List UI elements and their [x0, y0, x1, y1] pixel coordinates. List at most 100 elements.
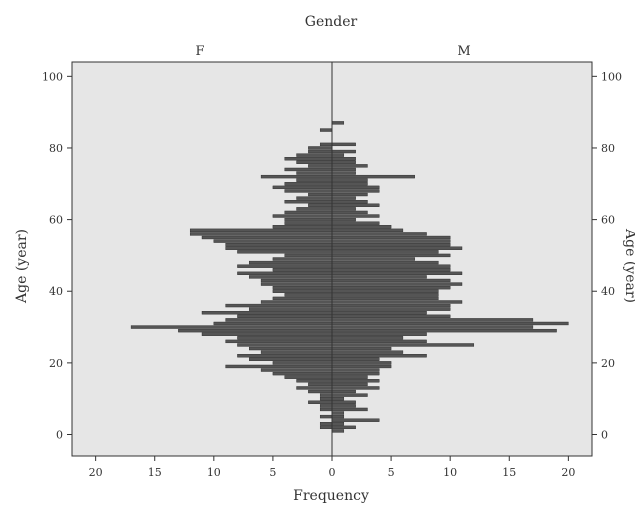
y-tick-label-left: 100	[42, 70, 63, 83]
bar-m-age-73	[331, 171, 356, 175]
bar-f-age-85	[319, 128, 333, 132]
bar-f-age-55	[201, 235, 333, 240]
y-tick-label-right: 0	[601, 429, 608, 442]
bar-m-age-78	[331, 153, 345, 157]
bar-m-age-87	[331, 121, 345, 125]
bar-m-age-63	[331, 207, 356, 211]
bar-m-age-61	[331, 214, 380, 218]
x-tick-label: 20	[561, 466, 575, 479]
panel-label-m: M	[457, 44, 470, 59]
y-tick-label-left: 40	[49, 285, 63, 298]
y-tick-label-left: 80	[49, 142, 63, 155]
bars-layer	[130, 121, 569, 433]
bar-f-age-13	[296, 386, 333, 390]
bar-f-age-49	[272, 257, 333, 261]
bar-m-age-72	[331, 174, 415, 179]
bar-f-age-60	[284, 217, 333, 222]
bar-f-age-80	[308, 146, 333, 150]
bar-m-age-11	[331, 393, 368, 397]
bar-m-age-22	[331, 354, 427, 358]
bar-m-age-4	[331, 418, 380, 422]
bar-f-age-35	[249, 307, 333, 311]
bar-f-age-47	[237, 264, 333, 268]
bar-m-age-28	[331, 332, 427, 336]
bar-m-age-67	[331, 192, 368, 197]
bar-f-age-44	[249, 275, 333, 279]
bar-f-age-51	[237, 250, 333, 254]
bar-f-age-25	[237, 343, 333, 347]
panel-label-f: F	[195, 44, 204, 59]
bar-f-age-41	[272, 285, 333, 290]
bar-f-age-23	[260, 350, 333, 354]
bar-f-age-59	[284, 221, 333, 225]
bar-f-age-31	[213, 321, 333, 326]
bar-f-age-46	[272, 268, 333, 272]
bar-f-age-39	[284, 293, 333, 297]
bar-f-age-64	[308, 203, 333, 207]
bar-f-age-43	[260, 278, 333, 283]
bar-f-age-18	[260, 368, 333, 372]
bar-f-age-15	[296, 379, 333, 383]
bar-m-age-47	[331, 264, 451, 268]
bar-m-age-19	[331, 364, 392, 369]
bar-f-age-58	[272, 225, 333, 229]
y-tick-label-right: 20	[601, 357, 615, 370]
bar-m-age-7	[331, 407, 368, 412]
bar-f-age-53	[225, 243, 333, 247]
x-tick-label: 15	[148, 466, 162, 479]
bar-f-age-62	[284, 210, 333, 215]
bar-f-age-30	[130, 325, 333, 329]
y-axis-title: Age (year)	[14, 229, 30, 304]
bar-f-age-61	[272, 214, 333, 218]
bar-f-age-14	[308, 382, 333, 387]
x-tick-label: 5	[388, 466, 395, 479]
bar-m-age-75	[331, 164, 368, 168]
bar-f-age-74	[284, 167, 333, 172]
bar-m-age-69	[331, 185, 380, 190]
bar-m-age-71	[331, 178, 368, 182]
bar-m-age-10	[331, 397, 345, 401]
bar-m-age-45	[331, 271, 463, 275]
bar-f-age-12	[308, 389, 333, 394]
y-tick-label-right: 60	[601, 214, 615, 227]
bar-f-age-2	[319, 425, 333, 430]
bar-f-age-75	[308, 164, 333, 168]
y-axis-title-right: Age (year)	[622, 228, 635, 303]
bar-f-age-52	[225, 246, 333, 250]
y-tick-label-left: 20	[49, 357, 63, 370]
y-tick-label-right: 40	[601, 285, 615, 298]
bar-f-age-21	[249, 357, 333, 361]
x-tick-label: 10	[207, 466, 221, 479]
y-tick-label-right: 100	[601, 70, 622, 83]
bar-f-age-69	[272, 185, 333, 190]
bar-f-age-81	[319, 142, 333, 147]
bar-f-age-70	[284, 182, 333, 186]
bar-m-age-43	[331, 278, 451, 283]
bar-f-age-79	[308, 149, 333, 154]
x-tick-label: 0	[329, 466, 336, 479]
bar-f-age-26	[225, 339, 333, 344]
bar-f-age-19	[225, 364, 333, 369]
bar-m-age-18	[331, 368, 380, 372]
bar-m-age-36	[331, 303, 451, 308]
bar-m-age-32	[331, 318, 534, 322]
y-tick-label-left: 0	[56, 429, 63, 442]
bar-f-age-7	[319, 407, 333, 412]
bar-m-age-62	[331, 210, 368, 215]
bar-m-age-48	[331, 260, 439, 265]
bar-f-age-48	[249, 260, 333, 265]
bar-m-age-13	[331, 386, 380, 390]
bar-f-age-71	[296, 178, 333, 182]
bar-m-age-66	[331, 196, 356, 200]
bar-f-age-57	[189, 228, 333, 233]
bar-m-age-24	[331, 346, 392, 351]
bar-f-age-67	[308, 192, 333, 197]
bar-m-age-15	[331, 379, 380, 383]
bar-f-age-37	[260, 300, 333, 304]
bar-m-age-40	[331, 289, 439, 293]
bar-f-age-65	[284, 200, 333, 204]
bar-f-age-66	[296, 196, 333, 200]
x-tick-label: 20	[89, 466, 103, 479]
y-tick-label-left: 60	[49, 214, 63, 227]
